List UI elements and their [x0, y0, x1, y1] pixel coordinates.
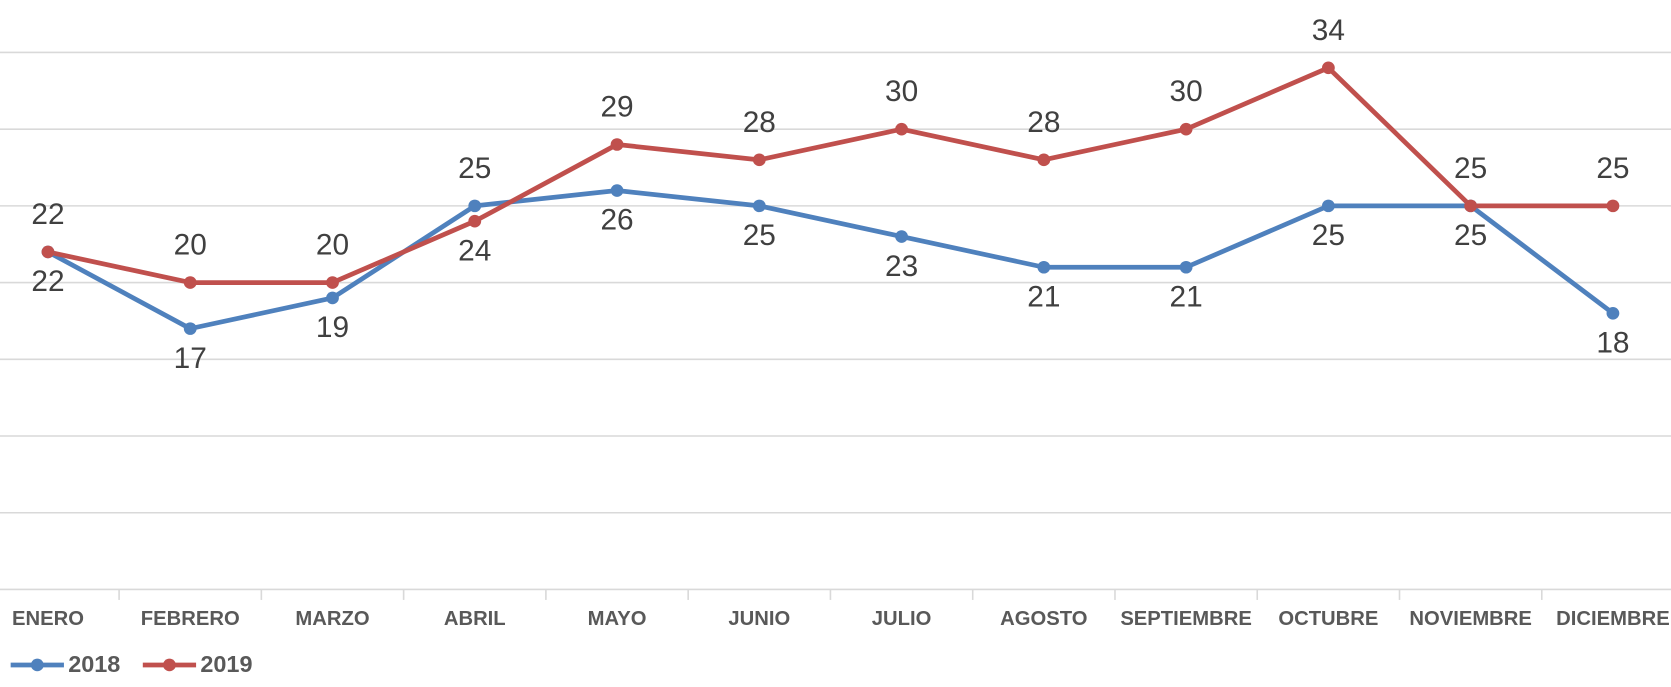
- series-line: [47, 65, 1613, 285]
- data-label: 28: [1027, 106, 1060, 139]
- x-tick-label: NOVIEMBRE: [1409, 608, 1532, 630]
- data-label: 20: [316, 229, 349, 262]
- legend-label: 2019: [200, 651, 252, 677]
- data-label: 28: [743, 106, 776, 139]
- data-label: 21: [1027, 281, 1060, 314]
- data-point: [183, 276, 197, 289]
- data-label: 25: [1454, 152, 1487, 185]
- data-label: 30: [1170, 75, 1203, 108]
- x-tick-label: DICIEMBRE: [1556, 608, 1670, 630]
- x-tick-label: MAYO: [588, 608, 647, 630]
- x-tick-label: MARZO: [295, 608, 369, 630]
- x-tick-label: SEPTIEMBRE: [1120, 608, 1252, 630]
- data-point: [1037, 153, 1051, 167]
- data-point: [468, 199, 482, 213]
- x-tick-label: JUNIO: [728, 608, 790, 630]
- data-point: [41, 245, 55, 259]
- data-label: 30: [885, 75, 918, 108]
- x-tick-label: FEBRERO: [141, 608, 240, 630]
- data-point: [1321, 199, 1335, 213]
- legend-marker: [30, 658, 44, 672]
- data-point: [610, 138, 624, 151]
- data-label: 22: [31, 198, 64, 231]
- data-point: [1321, 61, 1335, 75]
- data-label: 29: [600, 91, 633, 124]
- data-label: 25: [1312, 219, 1345, 252]
- data-label: 24: [458, 235, 491, 268]
- data-label: 25: [458, 152, 491, 185]
- data-point: [1037, 260, 1051, 274]
- data-point: [183, 322, 197, 335]
- data-label: 20: [174, 229, 207, 262]
- data-label: 18: [1596, 327, 1629, 360]
- data-label: 22: [31, 265, 64, 298]
- x-tick-label: JULIO: [872, 608, 932, 630]
- data-point: [1464, 199, 1478, 213]
- data-point: [326, 276, 339, 289]
- data-point: [752, 153, 766, 167]
- data-point: [326, 291, 339, 305]
- x-tick-label: AGOSTO: [1000, 608, 1087, 630]
- data-point: [610, 184, 624, 197]
- data-label: 25: [743, 219, 776, 252]
- data-label: 19: [316, 311, 349, 344]
- data-label: 23: [885, 250, 918, 283]
- data-point: [895, 122, 908, 136]
- x-tick-label: ENERO: [12, 608, 84, 630]
- legend-marker: [163, 658, 176, 672]
- data-point: [1179, 122, 1193, 136]
- data-label: 25: [1596, 152, 1629, 185]
- data-point: [895, 230, 908, 243]
- data-label: 25: [1454, 219, 1487, 252]
- data-label: 26: [600, 204, 633, 237]
- data-point: [1606, 306, 1620, 320]
- x-tick-label: OCTUBRE: [1278, 608, 1378, 630]
- data-label: 34: [1312, 14, 1345, 47]
- data-point: [1606, 199, 1620, 213]
- series-line: [46, 188, 1615, 331]
- legend-label: 2018: [68, 651, 120, 677]
- data-label: 17: [174, 342, 207, 375]
- data-point: [752, 199, 766, 213]
- data-point: [1179, 260, 1193, 274]
- x-tick-label: ABRIL: [444, 608, 506, 630]
- data-label: 21: [1170, 281, 1203, 314]
- data-point: [468, 214, 482, 228]
